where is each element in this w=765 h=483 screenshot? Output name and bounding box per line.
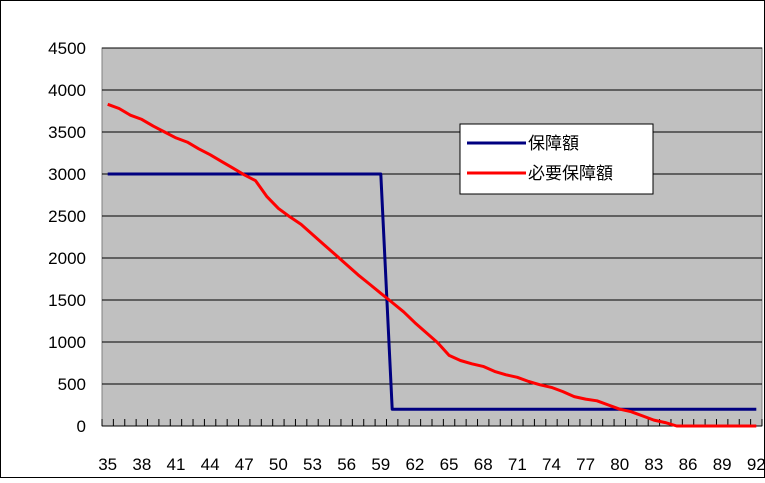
y-tick-label: 3000 [48, 165, 86, 184]
x-tick-label: 53 [303, 455, 322, 474]
x-tick-label: 62 [405, 455, 424, 474]
plot-area [101, 47, 763, 427]
y-tick-label: 4500 [48, 39, 86, 58]
legend-box [459, 123, 654, 195]
legend: 保障額 必要保障額 [459, 123, 654, 195]
x-axis: 35 38 41 44 47 50 53 56 59 62 65 68 71 74 77 80 83 86 89 92 [98, 419, 765, 474]
x-tick-label: 89 [713, 455, 732, 474]
x-tick-label: 83 [644, 455, 663, 474]
x-tick-label: 92 [747, 455, 765, 474]
x-tick-label: 77 [576, 455, 595, 474]
y-tick-label: 0 [77, 417, 86, 436]
legend-label-coverage: 保障額 [528, 134, 579, 153]
x-tick-label: 74 [542, 455, 561, 474]
y-tick-label: 1000 [48, 333, 86, 352]
x-tick-label: 38 [132, 455, 151, 474]
legend-label-required-coverage: 必要保障額 [528, 164, 613, 183]
y-tick-label: 2500 [48, 207, 86, 226]
x-tick-label: 50 [269, 455, 288, 474]
series-line-required-coverage [107, 102, 757, 428]
x-tick-label: 71 [508, 455, 527, 474]
x-tick-label: 44 [201, 455, 220, 474]
x-tick-label: 86 [679, 455, 698, 474]
x-tick-label: 59 [371, 455, 390, 474]
y-axis: 0 500 1000 1500 2000 2500 3000 3500 4000 4500 [48, 39, 86, 436]
x-tick-label: 47 [235, 455, 254, 474]
series-lines [107, 102, 757, 428]
x-tick-label: 35 [98, 455, 117, 474]
y-tick-label: 1500 [48, 291, 86, 310]
x-tick-label: 56 [337, 455, 356, 474]
x-tick-label: 68 [474, 455, 493, 474]
series-line-coverage [107, 172, 757, 411]
y-tick-label: 2000 [48, 249, 86, 268]
y-tick-label: 4000 [48, 81, 86, 100]
x-tick-label: 80 [610, 455, 629, 474]
y-tick-label: 3500 [48, 123, 86, 142]
x-tick-label: 41 [167, 455, 186, 474]
y-tick-label: 500 [58, 375, 86, 394]
x-tick-label: 65 [440, 455, 459, 474]
